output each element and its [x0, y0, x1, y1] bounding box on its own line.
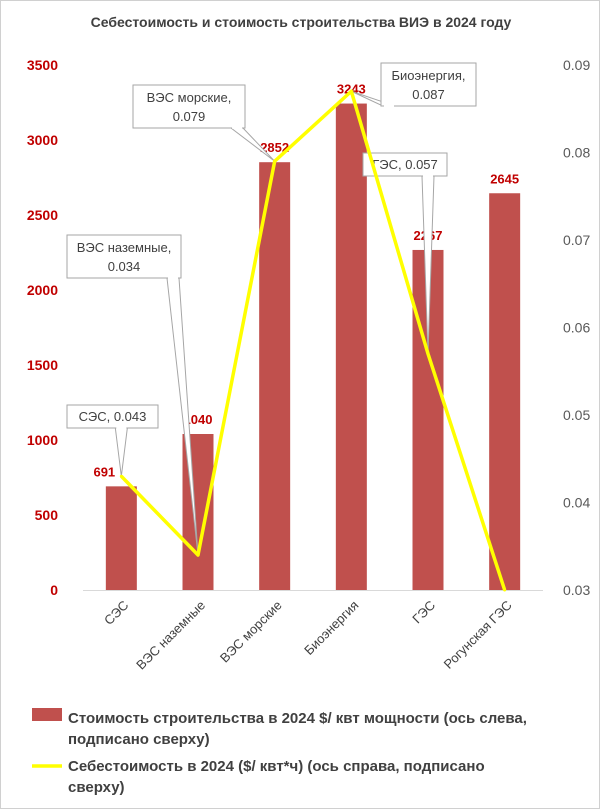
left-axis: 0 500 1000 1500 2000 2500 3000 3500 — [27, 57, 58, 598]
bar-series — [105, 103, 521, 591]
left-tick-label: 1000 — [27, 432, 58, 448]
left-tick-label: 0 — [50, 582, 58, 598]
bar-1 — [105, 486, 137, 590]
x-tick-label: ГЭС — [409, 598, 438, 627]
left-tick-label: 3000 — [27, 132, 58, 148]
x-tick-label: ВЭС морские — [217, 598, 285, 666]
x-tick-label: ВЭС наземные — [133, 598, 208, 673]
legend-bar-label-line2: подписано сверху) — [68, 731, 210, 748]
callout-label: СЭС, 0.043 — [79, 409, 147, 424]
line-path — [120, 89, 507, 591]
callout-box — [66, 234, 182, 279]
right-tick-label: 0.05 — [563, 407, 590, 423]
bar-3 — [259, 162, 291, 590]
right-axis: 0.03 0.04 0.05 0.06 0.07 0.08 0.09 — [563, 57, 590, 598]
left-tick-label: 3500 — [27, 57, 58, 73]
callout-pointer — [114, 427, 128, 477]
right-tick-label: 0.04 — [563, 495, 590, 511]
bar-value-label: 2852 — [260, 140, 289, 155]
right-tick-label: 0.07 — [563, 232, 590, 248]
callout-label-line2: 0.079 — [173, 109, 206, 124]
left-tick-label: 1500 — [27, 357, 58, 373]
callout-label-line2: 0.034 — [108, 259, 141, 274]
bar-value-label: 3243 — [337, 82, 366, 97]
line-point-3 — [273, 159, 277, 163]
line-point-6 — [503, 588, 507, 592]
legend: Стоимость строительства в 2024 $/ квт мо… — [32, 708, 531, 796]
callout-box — [362, 152, 448, 177]
bar-value-label: 2645 — [490, 171, 519, 186]
bar-value-label: 691 — [93, 464, 115, 479]
callout-label: ГЭС, 0.057 — [372, 157, 438, 172]
legend-bar-label-line1: Стоимость строительства в 2024 $/ квт мо… — [68, 710, 527, 727]
legend-line-label-line1: Себестоимость в 2024 ($/ квт*ч) (ось спр… — [68, 758, 485, 775]
x-tick-label: СЭС — [101, 598, 131, 628]
legend-line-label-line2: сверху) — [68, 779, 125, 796]
x-axis: СЭС ВЭС наземные ВЭС морские Биоэнергия ГЭС Р… — [83, 590, 543, 673]
legend-line-label: Себестоимость в 2024 ($/ квт*ч) (ось спр… — [68, 758, 489, 796]
line-point-2 — [196, 553, 200, 557]
line-point-4 — [349, 89, 353, 93]
left-tick-label: 2000 — [27, 282, 58, 298]
legend-bar-swatch — [32, 708, 62, 721]
line-data-callouts: СЭС, 0.043 ВЭС наземные, 0.034 ВЭС морские,… — [66, 62, 477, 556]
right-tick-label: 0.09 — [563, 57, 590, 73]
callout-label-line1: Биоэнергия, — [392, 68, 466, 83]
right-tick-label: 0.03 — [563, 582, 590, 598]
line-point-1 — [119, 474, 123, 478]
callout-label-line2: 0.087 — [412, 87, 445, 102]
bar-4 — [335, 103, 367, 591]
legend-bar-label: Стоимость строительства в 2024 $/ квт мо… — [68, 710, 531, 748]
bar-6 — [489, 193, 521, 590]
callout-box — [66, 404, 159, 429]
right-tick-label: 0.08 — [563, 145, 590, 161]
callout-box — [380, 62, 477, 107]
chart-title: Себестоимость и стоимость строительства … — [91, 14, 512, 30]
bar-value-label: 1040 — [184, 412, 213, 427]
right-tick-label: 0.06 — [563, 320, 590, 336]
left-tick-label: 2500 — [27, 207, 58, 223]
line-point-5 — [426, 352, 430, 356]
x-tick-label: Биоэнергия — [301, 598, 361, 658]
callout-label-line1: ВЭС морские, — [147, 90, 232, 105]
left-tick-label: 500 — [35, 507, 59, 523]
x-tick-label: Рогунская ГЭС — [441, 598, 515, 672]
callout-box — [132, 84, 246, 129]
line-series — [119, 89, 507, 592]
callout-label-line1: ВЭС наземные, — [77, 240, 172, 255]
